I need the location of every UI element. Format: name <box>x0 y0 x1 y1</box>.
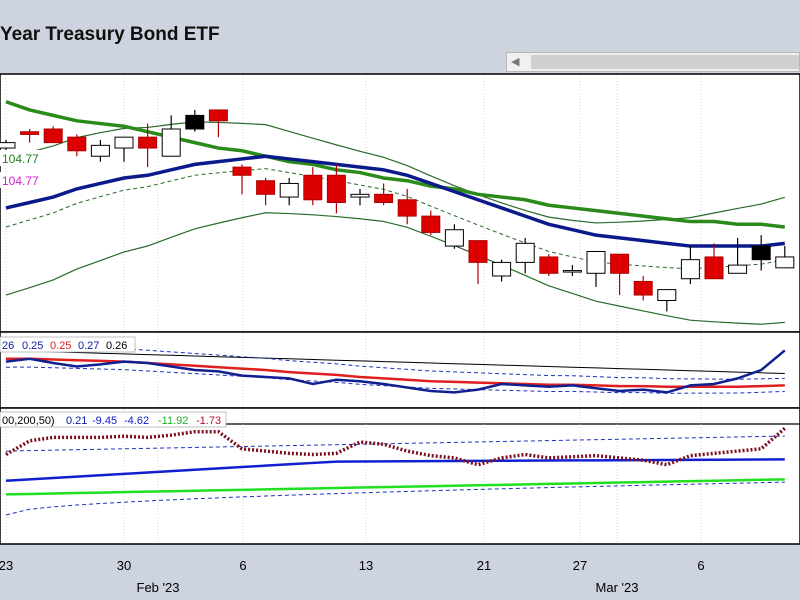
scroll-thumb[interactable] <box>531 55 799 69</box>
candle-body <box>0 142 16 149</box>
ind1-value-1: 26 <box>2 340 14 352</box>
candle-body <box>279 182 299 198</box>
moving-averages <box>5 100 786 248</box>
x-tick-label-1: 23 <box>0 558 13 573</box>
svg-text:26 0.25 0.25: 26 0.25 0.25 0.27 0.26 <box>2 340 127 352</box>
magenta-price-label: 104.77 <box>2 174 39 188</box>
x-tick-label-7: 6 <box>697 558 704 573</box>
ind1-lower-dashed-line <box>5 366 785 394</box>
candle-body <box>751 245 771 261</box>
price-value-labels: 104.77 104.77 <box>0 150 40 188</box>
price-gridlines <box>5 75 702 331</box>
candle-body <box>43 128 63 144</box>
x-axis: 23 30 6 13 21 27 6 Feb '23 Mar '23 <box>0 558 705 595</box>
candle-body <box>326 174 346 203</box>
x-tick-label-5: 21 <box>477 558 491 573</box>
candle-body <box>161 128 181 157</box>
candle-body <box>515 242 535 263</box>
x-tick-label-4: 13 <box>359 558 373 573</box>
candle-body <box>374 193 394 203</box>
candle-body <box>704 256 724 280</box>
candle-body <box>468 240 488 263</box>
candlesticks <box>0 109 795 312</box>
ind2-upper-dashed-line <box>5 435 785 452</box>
horizontal-scrollbar[interactable]: ◀ <box>506 52 800 72</box>
candle-body <box>350 193 370 198</box>
ind2-value-2: -9.45 <box>92 415 117 427</box>
ind2-main-dotted-line <box>5 426 786 467</box>
indicator2-legend: 00,200,50) 0.21 -9.45 -4.62 -11.92 -1.73 <box>0 411 227 428</box>
candle-body <box>90 144 110 157</box>
candle-body <box>492 261 512 277</box>
scroll-left-icon[interactable]: ◀ <box>511 56 520 68</box>
candle-body <box>67 136 87 152</box>
x-tick-label-3: 6 <box>239 558 246 573</box>
candle-body <box>444 229 464 247</box>
indicator2-lines <box>5 426 786 516</box>
month-label-feb: Feb '23 <box>137 580 180 595</box>
indicator1-lines <box>5 344 786 394</box>
candle-body <box>680 259 700 280</box>
sma-long-line <box>5 100 786 229</box>
ind1-value-3: 0.25 <box>50 340 71 352</box>
candle-body <box>303 174 323 201</box>
ind1-value-4: 0.27 <box>78 340 99 352</box>
candle-body <box>20 131 40 135</box>
x-tick-label-6: 27 <box>573 558 587 573</box>
chart-title: Year Treasury Bond ETF <box>0 24 220 45</box>
candle-body <box>657 289 677 302</box>
candle-body <box>256 180 276 195</box>
svg-text:00,200,50) 0.21 -9: 00,200,50) 0.21 -9.45 -4.62 -11.92 -1.73 <box>2 415 221 427</box>
candle-body <box>610 253 630 274</box>
ind2-prefix: 00,200,50) <box>2 415 55 427</box>
candle-body <box>114 136 134 149</box>
ind2-value-5: -1.73 <box>196 415 221 427</box>
ind1-value-5: 0.26 <box>106 340 127 352</box>
ind1-fast-line <box>5 349 786 394</box>
candle-body <box>397 199 417 217</box>
ind1-black-line <box>5 349 785 374</box>
ind1-upper-dashed-line <box>5 344 785 380</box>
ind2-value-3: -4.62 <box>124 415 149 427</box>
x-tick-label-2: 30 <box>117 558 131 573</box>
candle-body <box>421 215 441 233</box>
candle-body <box>185 114 205 130</box>
ind2-blue-line <box>5 458 785 482</box>
bollinger-lower-line <box>5 212 785 325</box>
candle-body <box>232 166 252 176</box>
ind2-green-line <box>5 478 785 496</box>
indicator1-legend: 26 0.25 0.25 0.27 0.26 <box>0 336 136 353</box>
candle-body <box>562 270 582 273</box>
candle-body <box>208 109 228 122</box>
candle-body <box>728 264 748 274</box>
green-price-label: 104.77 <box>2 152 39 166</box>
ind2-value-1: 0.21 <box>66 415 87 427</box>
candle-body <box>633 280 653 296</box>
indicator2-panel <box>0 407 800 545</box>
ind2-value-4: -11.92 <box>158 415 188 427</box>
month-label-mar: Mar '23 <box>596 580 639 595</box>
bollinger-middle-line <box>5 168 785 270</box>
candle-body <box>138 136 158 149</box>
candle-body <box>586 251 606 274</box>
candle-body <box>775 256 795 269</box>
indicator2-gridlines <box>5 409 702 543</box>
sma-mid-line <box>5 154 786 248</box>
ind1-value-2: 0.25 <box>22 340 43 352</box>
candle-body <box>539 256 559 274</box>
